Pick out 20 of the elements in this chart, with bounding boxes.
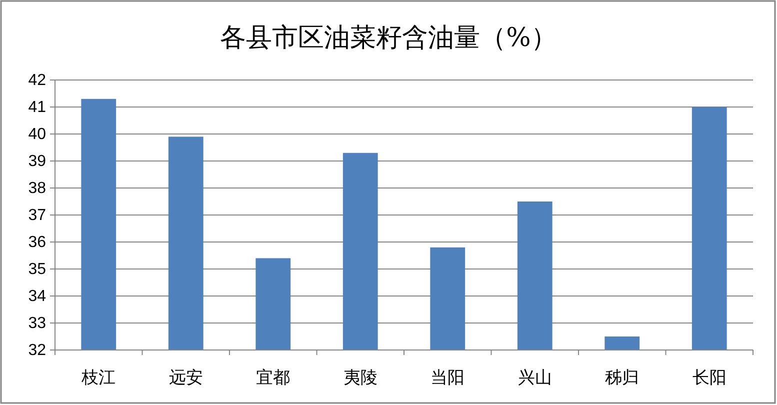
x-tick-label: 长阳 [692,368,726,388]
y-tick-label: 32 [28,342,46,360]
y-tick-label: 40 [28,126,46,144]
y-tick-label: 41 [28,99,46,116]
x-tick-label: 枝江 [80,368,116,388]
chart-title: 各县市区油菜籽含油量（%） [220,23,557,53]
x-tick-label: 当阳 [430,368,465,388]
x-tick-label: 兴山 [518,368,552,388]
y-tick-label: 42 [28,72,46,90]
y-tick-label: 39 [28,153,46,170]
x-tick-label: 远安 [168,368,203,388]
y-tick-label: 35 [28,261,46,278]
y-tick-label: 36 [28,234,46,252]
y-tick-label: 37 [28,207,46,224]
y-tick-label: 38 [28,180,46,198]
x-tick-label: 秭归 [605,368,640,388]
x-tick-label: 宜都 [256,368,290,388]
y-tick-label: 33 [28,315,46,332]
y-tick-label: 34 [28,288,46,306]
x-tick-label: 夷陵 [343,368,378,388]
